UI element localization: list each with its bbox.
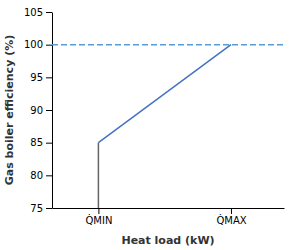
y-tick-label: 80 <box>30 170 43 181</box>
x-tick-mark <box>98 208 99 214</box>
y-tick-mark <box>46 77 52 78</box>
x-tick-label: Q̇MAX <box>216 214 246 226</box>
y-tick-label: 95 <box>30 72 43 83</box>
y-tick-label: 105 <box>24 7 43 18</box>
x-tick: Q̇MIN <box>85 208 112 226</box>
y-tick: 75 <box>30 203 52 214</box>
y-tick: 85 <box>30 137 52 148</box>
series-line <box>52 44 284 46</box>
y-tick: 95 <box>30 72 52 83</box>
x-tick-mark <box>231 208 232 214</box>
y-tick-label: 100 <box>24 39 43 50</box>
y-tick: 90 <box>30 105 52 116</box>
y-tick: 105 <box>24 7 52 18</box>
x-tick: Q̇MAX <box>216 208 246 226</box>
plot-area: Q̇MIN Q̇MAX 75 80 85 90 95 100 105 <box>24 7 285 226</box>
lines <box>52 45 284 208</box>
y-tick-mark <box>46 143 52 144</box>
y-tick-label: 75 <box>30 203 43 214</box>
y-axis: 75 80 85 90 95 100 105 <box>24 7 53 214</box>
series-line <box>98 143 100 208</box>
y-tick: 100 <box>24 39 52 50</box>
y-tick-mark <box>46 208 52 209</box>
y-axis-title: Gas boiler efficiency (%) <box>3 35 16 185</box>
y-axis-line <box>52 13 53 209</box>
series-line <box>98 45 231 143</box>
chart: Q̇MIN Q̇MAX 75 80 85 90 95 100 105 Heat load (kW)… <box>0 0 300 250</box>
y-tick-mark <box>46 175 52 176</box>
y-tick-mark <box>46 12 52 13</box>
x-axis-line <box>53 208 285 209</box>
y-tick-label: 90 <box>30 105 43 116</box>
y-tick: 80 <box>30 170 52 181</box>
y-tick-mark <box>46 110 52 111</box>
y-tick-mark <box>46 45 52 46</box>
x-tick-label: Q̇MIN <box>85 214 112 226</box>
x-axis-title: Heat load (kW) <box>121 234 214 247</box>
y-tick-label: 85 <box>30 137 43 148</box>
x-axis: Q̇MIN Q̇MAX <box>53 208 285 226</box>
